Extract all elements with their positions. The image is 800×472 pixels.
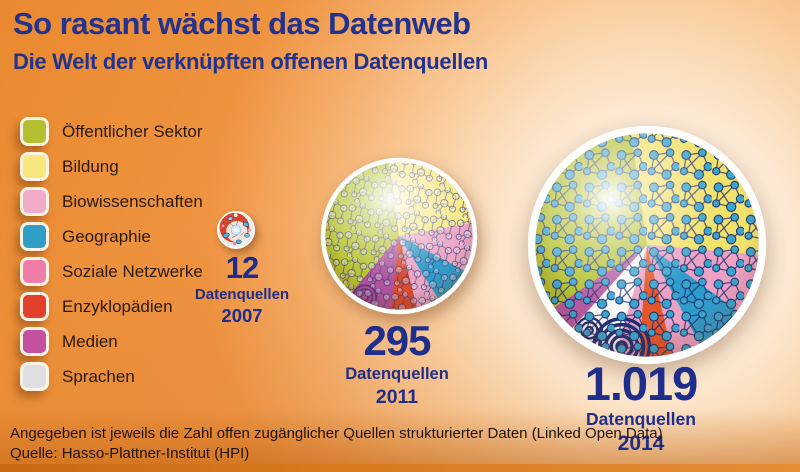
legend-item-soziale-netzwerke: Soziale Netzwerke — [20, 257, 203, 286]
bottom-border-band — [0, 464, 800, 472]
legend-swatch-enzyklopaedien — [20, 292, 49, 321]
legend-swatch-medien — [20, 327, 49, 356]
legend: Öffentlicher Sektor Bildung Biowissensch… — [20, 117, 203, 397]
legend-swatch-biowissenschaften — [20, 187, 49, 216]
legend-item-biowissenschaften: Biowissenschaften — [20, 187, 203, 216]
bubble-unit: Datenquellen — [586, 409, 696, 429]
data-sphere-2014 — [527, 125, 767, 365]
legend-swatch-bildung — [20, 152, 49, 181]
legend-label: Bildung — [62, 156, 119, 176]
bubble-year: 2011 — [375, 385, 419, 408]
bubble-caption-2007: 12 Datenquellen 2007 — [172, 252, 312, 326]
legend-item-geographie: Geographie — [20, 222, 203, 251]
bubble-unit: Datenquellen — [345, 365, 449, 383]
bubble-caption-2011: 295 Datenquellen 2011 — [313, 320, 481, 407]
legend-label: Enzyklopädien — [62, 296, 173, 316]
page-subtitle: Die Welt der verknüpften offenen Datenqu… — [13, 49, 489, 74]
bubble-year: 2007 — [221, 305, 263, 326]
legend-swatch-oeffentlicher-sektor — [20, 117, 49, 146]
footnote-line: Angegeben ist jeweils die Zahl offen zug… — [10, 425, 663, 442]
bubble-unit: Datenquellen — [194, 286, 290, 303]
bubble-caption-2014: 1.019 Datenquellen 2014 — [529, 360, 753, 454]
legend-item-enzyklopaedien: Enzyklopädien — [20, 292, 203, 321]
legend-item-medien: Medien — [20, 327, 203, 356]
legend-label: Sprachen — [62, 366, 135, 386]
data-sphere-2007 — [217, 211, 255, 249]
page-title: So rasant wächst das Datenweb — [13, 6, 471, 41]
footnote: Angegeben ist jeweils die Zahl offen zug… — [10, 424, 663, 464]
bubble-value: 295 — [363, 317, 431, 364]
bubble-year: 2014 — [617, 431, 665, 455]
legend-swatch-geographie — [20, 222, 49, 251]
source-line: Quelle: Hasso-Plattner-Institut (HPI) — [10, 445, 250, 462]
legend-label: Medien — [62, 331, 118, 351]
bubble-value: 1.019 — [584, 357, 699, 410]
legend-label: Biowissenschaften — [62, 191, 203, 211]
legend-label: Geographie — [62, 226, 151, 246]
legend-swatch-sprachen — [20, 362, 49, 391]
data-sphere-2011 — [320, 157, 478, 315]
legend-swatch-soziale-netzwerke — [20, 257, 49, 286]
legend-label: Öffentlicher Sektor — [62, 121, 203, 141]
bubble-value: 12 — [225, 250, 259, 285]
legend-item-bildung: Bildung — [20, 152, 203, 181]
legend-item-sprachen: Sprachen — [20, 362, 203, 391]
legend-item-oeffentlicher-sektor: Öffentlicher Sektor — [20, 117, 203, 146]
legend-label: Soziale Netzwerke — [62, 261, 203, 281]
